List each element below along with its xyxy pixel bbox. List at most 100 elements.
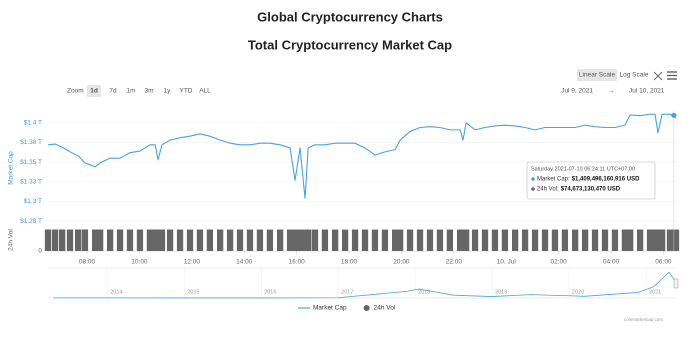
range-button[interactable]: 1m: [126, 88, 135, 95]
volume-bar: [286, 229, 294, 251]
y-tick-label: $1.28 T: [20, 218, 42, 225]
y-axis-label: Market Cap: [8, 151, 15, 185]
tooltip-dot: [531, 187, 535, 191]
navigator-tick-label: 2020: [572, 289, 584, 295]
volume-bar: [521, 229, 529, 251]
volume-bar: [166, 229, 174, 251]
x-tick-label: 06:00: [655, 259, 672, 266]
volume-bar: [216, 229, 224, 251]
volume-bar: [92, 229, 99, 251]
volume-bar: [176, 229, 184, 251]
volume-bar: [621, 229, 629, 251]
tooltip-label: 24h Vol:: [537, 187, 559, 193]
volume-bar: [351, 229, 359, 251]
volume-bar: [81, 229, 89, 251]
volume-bar: [305, 229, 312, 251]
date-to[interactable]: Jul 10, 2021: [629, 88, 665, 95]
volume-bar: [436, 229, 444, 251]
y-tick-label: $1.33 T: [20, 178, 42, 185]
range-button[interactable]: ALL: [199, 88, 211, 95]
volume-bar: [581, 229, 589, 251]
range-button[interactable]: 1y: [164, 88, 172, 95]
range-button[interactable]: 3m: [144, 88, 153, 95]
navigator-tick-label: 2017: [341, 289, 353, 295]
range-button-bg[interactable]: [87, 85, 101, 97]
volume-bar: [301, 229, 309, 251]
volume-bar: [601, 229, 609, 251]
tooltip-box: [526, 161, 656, 200]
volume-bar: [416, 229, 424, 251]
volume-bar: [154, 229, 162, 251]
volume-bar: [136, 229, 144, 251]
volume-bar: [396, 229, 404, 251]
navigator-tick-label: 2016: [264, 289, 276, 295]
scale-button[interactable]: Linear Scale: [579, 72, 616, 79]
x-tick-label: 10:00: [131, 259, 148, 266]
volume-bar: [646, 229, 654, 251]
navigator-tick-label: 2018: [418, 289, 430, 295]
legend-label[interactable]: 24h Vol: [374, 305, 396, 312]
volume-bar: [446, 229, 454, 251]
volume-bar: [551, 229, 559, 251]
navigator-tick-label: 2015: [187, 289, 199, 295]
menu-icon[interactable]: [667, 71, 677, 80]
tooltip-label: Market Cap:: [537, 177, 570, 183]
volume-bar: [392, 229, 399, 251]
scale-button-bg[interactable]: [577, 69, 617, 81]
volume-bar: [426, 229, 434, 251]
range-button[interactable]: 7d: [109, 88, 117, 95]
volume-bar: [541, 229, 549, 251]
legend-label[interactable]: Market Cap: [313, 305, 347, 312]
volume-bar: [591, 229, 599, 251]
volume-bar: [311, 229, 319, 251]
scale-button[interactable]: Log Scale: [620, 72, 649, 79]
volume-bar: [146, 229, 154, 251]
volume-bar: [256, 229, 264, 251]
volume-bar: [361, 229, 369, 251]
navigator-line: [53, 271, 677, 299]
x-tick-label: 22:00: [446, 259, 463, 266]
tooltip-value: $74,673,130,470 USD: [561, 187, 621, 193]
navigator-tick-label: 2019: [495, 289, 507, 295]
fullscreen-icon[interactable]: [653, 71, 663, 81]
y-tick-label: $1.38 T: [20, 139, 42, 146]
x-tick-label: 04:00: [603, 259, 620, 266]
volume-bar: [463, 229, 470, 251]
volume-bar: [196, 229, 204, 251]
volume-bar: [561, 229, 569, 251]
volume-bar: [481, 229, 489, 251]
volume-bar: [126, 229, 134, 251]
volume-bar: [511, 229, 519, 251]
volume-bar: [158, 229, 166, 251]
y-tick-label: $1.4 T: [24, 120, 42, 127]
volume-bar: [654, 229, 662, 251]
volume-bar: [246, 229, 254, 251]
volume-bar: [186, 229, 194, 251]
volume-bar: [658, 229, 666, 251]
volume-bar: [236, 229, 244, 251]
volume-bar: [341, 229, 349, 251]
range-button[interactable]: YTD: [180, 88, 193, 95]
hover-marker: [671, 112, 677, 118]
tooltip-header: Saturday 2021-07-10 06:24:11 UTC+07:00: [531, 166, 635, 172]
tooltip-dot: [531, 177, 535, 181]
x-tick-label: 20:00: [393, 259, 410, 266]
volume-bar: [116, 229, 124, 251]
volume-bar: [266, 229, 274, 251]
range-button[interactable]: 1d: [90, 88, 98, 95]
x-tick-label: 14:00: [236, 259, 253, 266]
y2-axis-label: 24h Vol: [8, 229, 15, 251]
volume-bar: [66, 229, 74, 251]
page-subtitle: Total Cryptocurrency Market Cap: [248, 37, 452, 52]
date-from[interactable]: Jul 9, 2021: [561, 88, 593, 95]
volume-bar: [51, 229, 59, 251]
volume-bar: [406, 229, 414, 251]
navigator-handle[interactable]: [673, 278, 679, 289]
tooltip-value: $1,409,496,160,916 USD: [572, 177, 640, 183]
volume-bar: [332, 229, 339, 251]
watermark: coinmarketcap.com: [624, 317, 663, 322]
x-tick-label: 16:00: [288, 259, 305, 266]
y2-tick-label: 0: [38, 248, 42, 255]
x-tick-label: 12:00: [184, 259, 201, 266]
market-cap-line: [47, 113, 677, 199]
